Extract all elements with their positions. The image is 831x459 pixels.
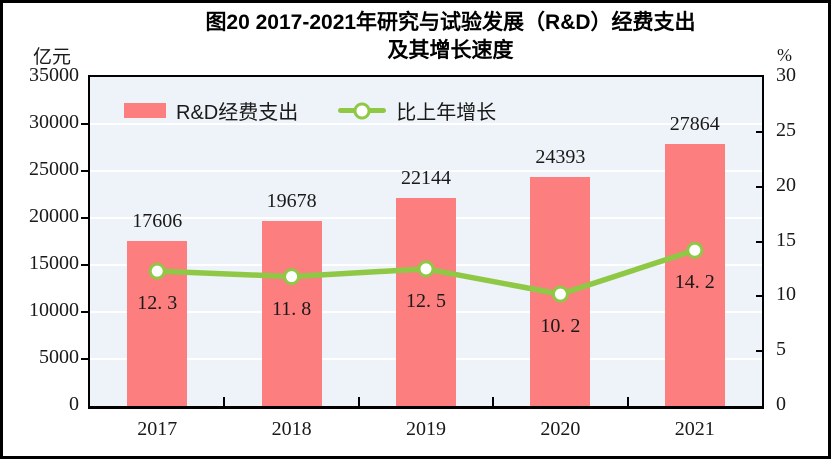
right-axis-unit-label: %: [777, 45, 792, 65]
right-axis-tick-label: 10: [776, 283, 796, 306]
growth-value-label-2018: 11. 8: [271, 297, 312, 320]
legend-label-line-series: 比上年增长: [396, 102, 497, 124]
chart-title-line2: 及其增长速度: [387, 39, 514, 62]
bar-value-label-2018: 19678: [266, 190, 317, 213]
right-axis-tick: [756, 240, 764, 243]
left-axis-tick: [81, 170, 88, 172]
left-axis-tick-label: 0: [69, 393, 79, 415]
bar-value-label-2017: 17606: [132, 209, 183, 232]
bar-value-label-2020: 24393: [535, 145, 586, 168]
right-axis-tick-label: 5: [776, 338, 786, 361]
bar-2018: [261, 221, 322, 406]
legend-label-bar-series: R&D经费支出: [176, 102, 299, 124]
bar-value-label-2021: 27864: [669, 113, 720, 136]
bar-series-swatch-icon: [124, 103, 166, 118]
line-marker-2020: [551, 285, 569, 303]
bar-2019: [396, 197, 456, 406]
growth-value-label-2017: 12. 3: [137, 292, 178, 315]
left-axis-tick-label: 30000: [29, 111, 79, 133]
legend-item-line-series: 比上年增长: [338, 96, 496, 125]
legend-item-bar-series: R&D经费支出: [124, 96, 298, 125]
bar-value-label-2019: 22144: [401, 166, 451, 189]
line-marker-2018: [283, 268, 301, 286]
left-axis-tick: [81, 264, 88, 266]
left-axis-tick-label: 5000: [39, 346, 79, 368]
x-axis-label-2017: 2017: [137, 418, 178, 440]
left-axis-tick-label: 10000: [29, 299, 79, 321]
right-axis-tick: [756, 185, 764, 188]
growth-value-label-2021: 14. 2: [674, 271, 715, 294]
left-axis-tick: [81, 123, 88, 125]
x-axis-label-2020: 2020: [540, 418, 581, 440]
right-axis-tick-label: 0: [776, 393, 786, 415]
left-axis-tick-label: 25000: [29, 158, 79, 180]
line-marker-2017: [148, 262, 166, 280]
line-series-marker-icon: [338, 102, 387, 119]
left-axis-tick-label: 35000: [29, 64, 79, 86]
x-axis-label-2018: 2018: [271, 418, 312, 440]
right-axis-tick: [756, 130, 764, 133]
chart-title-line1: 图20 2017-2021年研究与试验发展（R&D）经费支出: [205, 11, 696, 34]
right-axis-tick-label: 25: [776, 118, 796, 141]
growth-line-series: [148, 241, 704, 303]
gridline: [90, 170, 762, 172]
open-circle-marker-icon: [353, 102, 371, 119]
bottom-axis-tick: [357, 397, 360, 406]
right-axis-tick-label: 20: [776, 173, 796, 196]
line-marker-2021: [686, 241, 704, 259]
x-axis-label-2019: 2019: [406, 418, 446, 440]
left-axis-tick-label: 15000: [29, 252, 79, 274]
right-axis-tick-label: 15: [776, 228, 796, 251]
right-axis-tick-label: 30: [776, 64, 796, 86]
left-axis-unit-label: 亿元: [33, 47, 72, 68]
growth-value-label-2019: 12. 5: [406, 289, 446, 312]
chart-title: 图20 2017-2021年研究与试验发展（R&D）经费支出 及其增长速度: [93, 9, 808, 65]
bar-2021: [664, 144, 725, 406]
right-axis-tick: [756, 350, 764, 353]
bottom-axis-tick: [626, 397, 629, 406]
left-axis-tick: [81, 217, 88, 219]
growth-value-label-2020: 10. 2: [540, 315, 581, 338]
bottom-axis-tick: [492, 397, 495, 406]
line-marker-2019: [417, 260, 435, 278]
left-axis-tick: [81, 311, 88, 313]
right-axis-tick: [756, 295, 764, 298]
left-axis-tick: [81, 358, 88, 360]
left-axis-tick-label: 20000: [29, 205, 79, 227]
chart-legend: R&D经费支出 比上年增长: [124, 96, 496, 125]
x-axis-label-2021: 2021: [674, 418, 715, 440]
bottom-axis-tick: [223, 397, 226, 406]
gridline: [90, 123, 762, 125]
